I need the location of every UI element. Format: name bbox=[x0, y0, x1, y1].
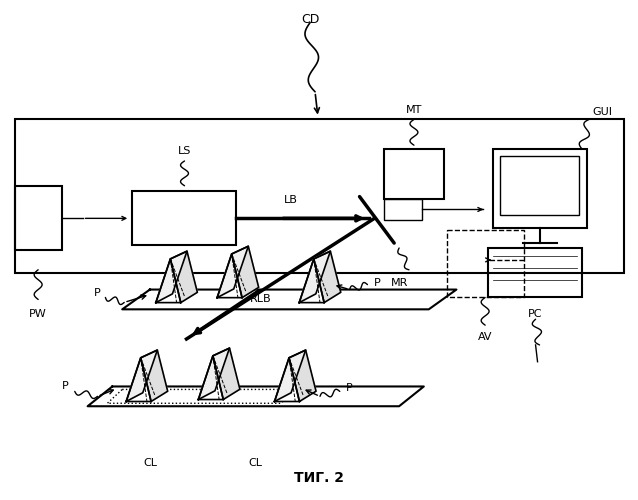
Polygon shape bbox=[217, 246, 248, 298]
Text: PC: PC bbox=[528, 310, 543, 320]
Text: CL: CL bbox=[249, 458, 263, 468]
Bar bbox=[384, 198, 422, 220]
Text: CD: CD bbox=[301, 12, 319, 26]
Polygon shape bbox=[299, 251, 330, 302]
Text: ΤИГ. 2: ΤИГ. 2 bbox=[294, 472, 344, 486]
Polygon shape bbox=[217, 254, 242, 298]
Polygon shape bbox=[170, 251, 197, 302]
Polygon shape bbox=[274, 350, 306, 402]
Text: P: P bbox=[346, 384, 352, 394]
Text: LS: LS bbox=[178, 146, 191, 156]
Text: RLB: RLB bbox=[250, 294, 271, 304]
Polygon shape bbox=[126, 350, 158, 402]
Text: P: P bbox=[94, 288, 100, 298]
Polygon shape bbox=[198, 356, 223, 400]
Text: CL: CL bbox=[143, 458, 157, 468]
Bar bbox=[447, 230, 524, 298]
Polygon shape bbox=[314, 251, 341, 302]
Polygon shape bbox=[299, 259, 324, 302]
Text: AV: AV bbox=[478, 332, 493, 342]
Bar bbox=[384, 149, 443, 198]
Polygon shape bbox=[126, 358, 151, 402]
Bar bbox=[493, 149, 587, 228]
Text: LB: LB bbox=[283, 194, 297, 204]
Text: P: P bbox=[62, 382, 69, 392]
Polygon shape bbox=[156, 251, 187, 302]
Text: MT: MT bbox=[406, 104, 422, 115]
Bar bbox=[15, 120, 623, 272]
Polygon shape bbox=[156, 259, 181, 302]
Polygon shape bbox=[274, 358, 299, 402]
Polygon shape bbox=[289, 350, 316, 402]
Bar bbox=[15, 186, 62, 250]
Polygon shape bbox=[198, 348, 230, 400]
Polygon shape bbox=[232, 246, 258, 298]
Text: PW: PW bbox=[29, 310, 47, 320]
Text: MR: MR bbox=[390, 278, 408, 287]
Text: GUI: GUI bbox=[592, 106, 612, 117]
Polygon shape bbox=[213, 348, 240, 400]
Bar bbox=[488, 248, 582, 298]
Bar bbox=[132, 190, 236, 245]
Bar bbox=[500, 156, 579, 216]
Polygon shape bbox=[141, 350, 168, 402]
Text: P: P bbox=[373, 278, 380, 287]
